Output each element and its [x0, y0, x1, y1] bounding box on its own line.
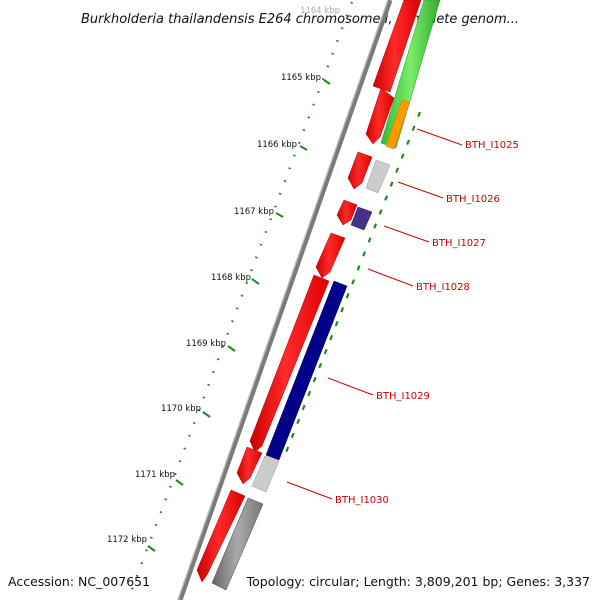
leader-line	[367, 268, 414, 287]
gene-feature-navy[interactable]	[265, 280, 348, 461]
gene-feature-orange[interactable]	[385, 99, 411, 150]
scale-label: 1172 kbp	[107, 535, 147, 545]
scale-label: 1167 kbp	[234, 207, 274, 217]
major-tick	[251, 278, 260, 285]
backbone-highlight	[177, 0, 389, 600]
major-tick	[175, 479, 184, 486]
cds-feature[interactable]	[365, 87, 395, 145]
scale-labels: 1164 kbp 1165 kbp 1166 kbp 1167 kbp 1168…	[107, 6, 340, 545]
scale-label: 1168 kbp	[211, 273, 251, 283]
gene-feature-green[interactable]	[380, 0, 441, 149]
gene-label[interactable]: BTH_I1025	[465, 140, 519, 151]
topology-text: Topology: circular; Length: 3,809,201 bp…	[246, 574, 590, 589]
cds-feature[interactable]	[336, 199, 358, 226]
major-tick	[275, 212, 284, 218]
feature-ticks	[281, 111, 422, 461]
gene-label[interactable]: BTH_I1030	[335, 495, 389, 506]
gene-feature-lightgray[interactable]	[365, 159, 391, 194]
leader-line	[416, 128, 463, 146]
cds-feature[interactable]	[196, 489, 246, 583]
major-tick	[299, 145, 308, 151]
major-tick	[147, 545, 156, 552]
major-tick	[202, 411, 211, 418]
scale-label: 1166 kbp	[257, 140, 297, 150]
gene-feature-purple[interactable]	[350, 206, 373, 231]
leader-line	[383, 225, 430, 243]
gene-feature-darkgray[interactable]	[211, 497, 264, 591]
gene-label[interactable]: BTH_I1026	[446, 194, 500, 205]
major-tick	[227, 345, 236, 352]
cds-feature[interactable]	[347, 151, 373, 190]
accession-text: Accession: NC_007651	[8, 574, 150, 589]
leader-line	[397, 181, 444, 199]
label-leaders	[286, 128, 463, 500]
cds-feature[interactable]	[315, 232, 346, 279]
scale-label: 1170 kbp	[161, 404, 201, 414]
gene-label[interactable]: BTH_I1028	[416, 282, 470, 293]
leader-line	[286, 481, 333, 500]
gene-feature-lightgray[interactable]	[251, 455, 280, 493]
gene-label[interactable]: BTH_I1027	[432, 238, 486, 249]
gene-labels: BTH_I1025 BTH_I1026 BTH_I1027 BTH_I1028 …	[335, 140, 519, 506]
gene-label[interactable]: BTH_I1029	[376, 391, 430, 402]
major-tick	[323, 79, 331, 85]
scale-label: 1164 kbp	[300, 6, 340, 16]
cds-track-reverse	[196, 0, 422, 583]
scale-label: 1171 kbp	[135, 470, 175, 480]
cds-feature[interactable]	[372, 0, 422, 93]
cds-feature[interactable]	[249, 274, 330, 453]
cds-feature[interactable]	[236, 446, 263, 485]
backbone-ring	[177, 0, 393, 600]
scale-label: 1165 kbp	[281, 73, 321, 83]
leader-line	[327, 377, 374, 396]
gene-track-forward	[211, 0, 441, 591]
scale-label: 1169 kbp	[186, 339, 226, 349]
scale-ring	[126, 1, 354, 600]
